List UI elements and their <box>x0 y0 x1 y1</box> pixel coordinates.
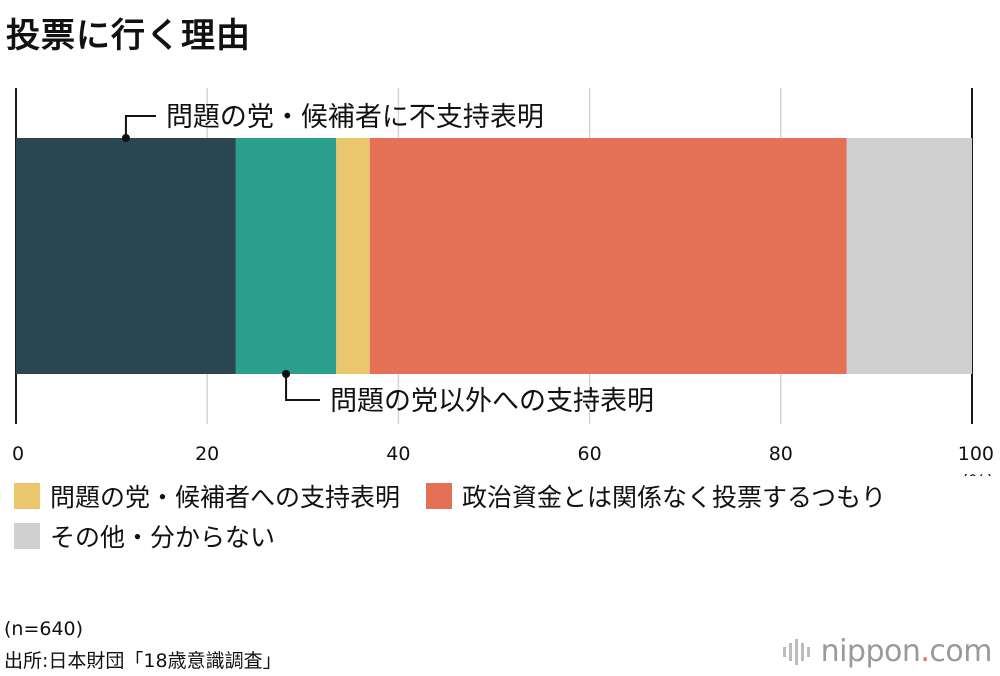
legend-swatch <box>14 523 40 549</box>
legend-label: 問題の党・候補者への支持表明 <box>50 483 401 512</box>
x-tick-label: 40 <box>386 443 410 465</box>
x-axis-ticks: 0 20 40 60 80 100 <box>12 443 994 465</box>
legend-item-support-party: 問題の党・候補者への支持表明 <box>14 478 400 514</box>
bar-segment-5 <box>846 138 972 374</box>
logo-mark-icon <box>782 638 813 665</box>
legend-row-2: その他・分からない <box>14 518 994 554</box>
logo-text: nippon.com <box>820 634 993 669</box>
callout-dot-2 <box>282 370 291 378</box>
bar-segment-3 <box>336 138 370 374</box>
legend-swatch <box>14 483 40 509</box>
bar-segment-4 <box>369 138 847 374</box>
bar-segment-2 <box>235 138 337 374</box>
callout-dot-1 <box>121 134 130 142</box>
chart-title: 投票に行く理由 <box>6 16 251 56</box>
callout-leader-1 <box>124 115 156 138</box>
legend-swatch <box>426 483 453 509</box>
x-tick-label: 0 <box>12 443 24 465</box>
x-tick-label: 80 <box>769 443 793 465</box>
legend-label: その他・分からない <box>50 523 276 552</box>
callout-leader-2 <box>285 374 321 401</box>
legend-label: 政治資金とは関係なく投票するつもり <box>462 483 887 512</box>
source-note: 出所:日本財団「18歳意識調査」 <box>4 650 282 672</box>
sample-size-note: (n=640) <box>4 618 84 640</box>
stacked-bar-chart: 0 20 40 60 80 100 (%) 問題の党・候補者に不支持表明問題の党以外への支… <box>12 88 994 476</box>
callout-label-2: 問題の党以外への支持表明 <box>330 386 654 417</box>
bar-segment-1 <box>16 138 236 374</box>
legend-row-1: 問題の党・候補者への支持表明 政治資金とは関係なく投票するつもり <box>14 478 994 514</box>
x-tick-label: 20 <box>195 443 219 465</box>
legend: 問題の党・候補者への支持表明 政治資金とは関係なく投票するつもり その他・分から… <box>14 478 994 558</box>
x-tick-label: 60 <box>578 443 602 465</box>
legend-item-vote-regardless: 政治資金とは関係なく投票するつもり <box>426 478 886 514</box>
callout-label-1: 問題の党・候補者に不支持表明 <box>166 102 544 133</box>
bar-segments <box>16 138 972 374</box>
x-axis-unit: (%) <box>961 471 994 476</box>
nippon-logo: nippon.com <box>782 634 993 669</box>
x-tick-label: 100 <box>958 443 994 465</box>
legend-item-other: その他・分からない <box>14 518 275 554</box>
